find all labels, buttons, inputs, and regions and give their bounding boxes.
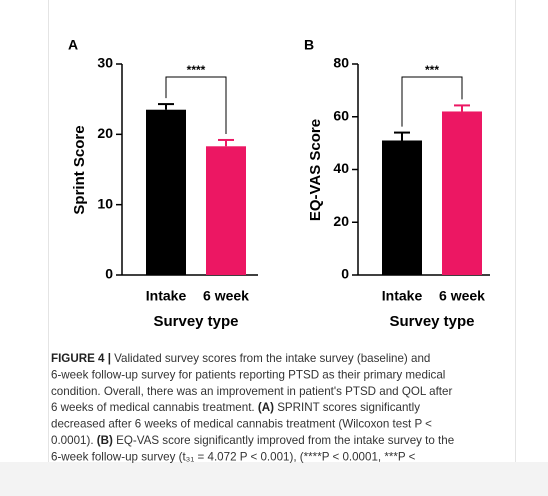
caption-line: 6 weeks of medical cannabis treatment. (… bbox=[51, 401, 420, 414]
caption-line: 6-week follow-up survey for patients rep… bbox=[51, 368, 445, 381]
panel-label: A bbox=[68, 37, 78, 53]
caption-text: condition. Overall, there was an improve… bbox=[51, 385, 452, 398]
caption-text: FIGURE 4 | bbox=[51, 352, 111, 365]
caption-text: Validated survey scores from the intake … bbox=[111, 352, 430, 365]
y-axis-label: EQ-VAS Score bbox=[307, 119, 324, 221]
y-tick-label: 30 bbox=[97, 55, 113, 71]
caption-line: condition. Overall, there was an improve… bbox=[51, 385, 452, 398]
x-axis-label: Survey type bbox=[389, 313, 474, 330]
caption-line: decreased after 6 weeks of medical canna… bbox=[51, 418, 432, 431]
y-tick-label: 80 bbox=[333, 55, 349, 71]
significance-label: *** bbox=[425, 63, 439, 77]
bar bbox=[382, 140, 422, 275]
caption-text: EQ-VAS score significantly improved from… bbox=[113, 434, 454, 447]
significance-bracket bbox=[401, 76, 463, 127]
caption-line: 0.0001). (B) EQ-VAS score significantly … bbox=[51, 434, 454, 447]
panel-label: B bbox=[304, 37, 314, 53]
bar bbox=[206, 146, 246, 275]
caption-text: decreased after 6 weeks of medical canna… bbox=[51, 418, 432, 431]
x-tick-label: Intake bbox=[382, 288, 423, 304]
caption-line: FIGURE 4 | Validated survey scores from … bbox=[51, 352, 430, 365]
y-tick-label: 10 bbox=[97, 195, 113, 211]
caption-text: 6-week follow-up survey (t₃₁ = 4.072 P <… bbox=[51, 450, 416, 463]
y-tick-label: 0 bbox=[341, 266, 349, 282]
footer-bar bbox=[0, 462, 548, 496]
caption-text: 6 weeks of medical cannabis treatment. bbox=[51, 401, 258, 414]
figure: A 0 10 20 30 Sprint Score Survey type Intake 6 w… bbox=[68, 37, 490, 330]
caption-text: (A) bbox=[258, 401, 274, 414]
caption-text: 0.0001). bbox=[51, 434, 97, 447]
y-tick-label: 20 bbox=[333, 213, 349, 229]
significance-label: **** bbox=[187, 63, 206, 77]
y-tick-label: 20 bbox=[97, 125, 113, 141]
significance-bracket bbox=[165, 76, 227, 134]
bar bbox=[442, 111, 482, 275]
caption: FIGURE 4 | Validated survey scores from … bbox=[51, 352, 454, 463]
y-tick-label: 0 bbox=[105, 266, 113, 282]
bar bbox=[146, 109, 186, 275]
caption-text: 6-week follow-up survey for patients rep… bbox=[51, 368, 445, 381]
x-axis-label: Survey type bbox=[153, 313, 238, 330]
caption-text: SPRINT scores significantly bbox=[274, 401, 420, 414]
y-tick-label: 60 bbox=[333, 107, 349, 123]
x-tick-label: Intake bbox=[146, 288, 187, 304]
y-axis-label: Sprint Score bbox=[71, 125, 88, 214]
caption-line: 6-week follow-up survey (t₃₁ = 4.072 P <… bbox=[51, 450, 416, 463]
x-tick-label: 6 week bbox=[439, 288, 485, 304]
caption-text: (B) bbox=[97, 434, 113, 447]
y-tick-label: 40 bbox=[333, 160, 349, 176]
x-tick-label: 6 week bbox=[203, 288, 249, 304]
